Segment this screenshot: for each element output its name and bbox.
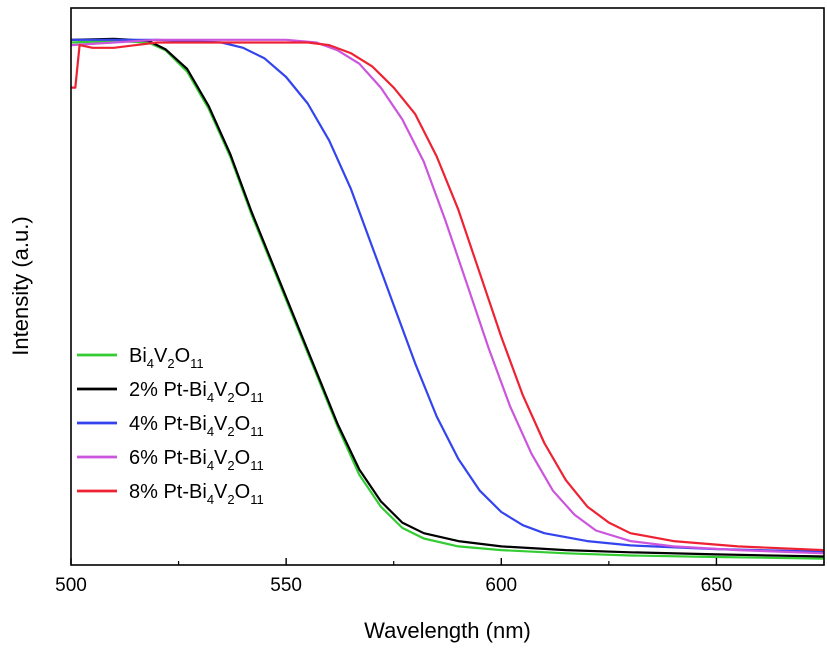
x-tick-label: 500: [55, 575, 87, 596]
legend-entry-2: 4% Pt-Bi4V2O11: [77, 413, 264, 439]
series-line-2: [71, 38, 825, 553]
plot-frame: [70, 7, 825, 566]
legend-entry-3: 6% Pt-Bi4V2O11: [77, 447, 264, 473]
ticks-layer: 500 550 600 650: [55, 558, 825, 596]
series-line-4: [71, 41, 825, 552]
series-layer: [70, 37, 825, 560]
series-line-3: [70, 38, 825, 555]
legend-entry-0: Bi4V2O11: [77, 345, 204, 371]
y-axis-title: Intensity (a.u.): [8, 216, 33, 355]
x-tick-label: 550: [270, 575, 302, 596]
x-axis-title: Wavelength (nm): [364, 618, 531, 643]
x-tick-label: 650: [701, 575, 733, 596]
legend-label: 6% Pt-Bi4V2O11: [129, 447, 264, 473]
legend-entry-4: 8% Pt-Bi4V2O11: [77, 481, 264, 507]
legend: Bi4V2O11 2% Pt-Bi4V2O11 4% Pt-Bi4V2O11 6% P…: [77, 345, 264, 507]
legend-label: 8% Pt-Bi4V2O11: [129, 481, 264, 507]
legend-label: 2% Pt-Bi4V2O11: [129, 379, 264, 405]
legend-label: 4% Pt-Bi4V2O11: [129, 413, 264, 439]
legend-label: Bi4V2O11: [129, 345, 204, 371]
legend-entry-1: 2% Pt-Bi4V2O11: [77, 379, 264, 405]
x-tick-label: 600: [485, 575, 517, 596]
series-line-1: [70, 37, 825, 558]
